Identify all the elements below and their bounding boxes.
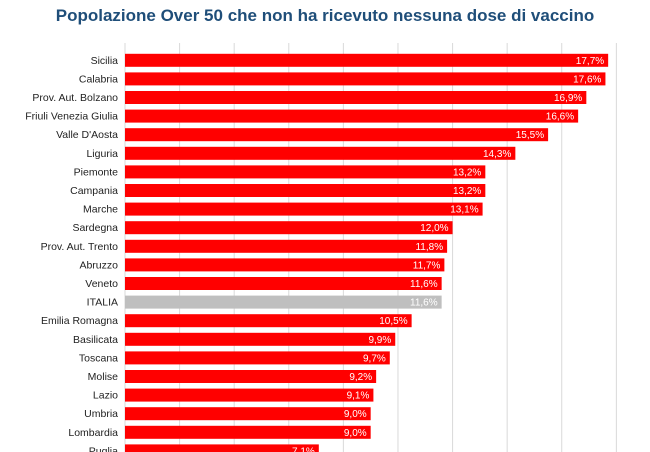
category-label: Lombardia	[68, 427, 118, 439]
category-label: Toscana	[79, 352, 118, 364]
value-label: 11,6%	[410, 279, 438, 290]
category-label: Marche	[83, 204, 118, 216]
value-label: 9,7%	[363, 353, 386, 364]
category-label: Abruzzo	[79, 259, 118, 271]
value-label: 9,0%	[344, 428, 367, 439]
value-label: 17,6%	[573, 74, 601, 85]
category-label: Veneto	[85, 278, 118, 290]
value-label: 12,0%	[420, 223, 448, 234]
value-label: 16,9%	[554, 93, 582, 104]
category-label: Basilicata	[73, 334, 118, 346]
category-label: Valle D'Aosta	[56, 129, 118, 141]
value-label: 9,1%	[347, 391, 370, 402]
bar-toscana	[125, 351, 390, 365]
category-label: Piemonte	[74, 166, 119, 178]
chart-title: Popolazione Over 50 che non ha ricevuto …	[55, 6, 595, 25]
value-label: 9,2%	[349, 372, 372, 383]
bar-sicilia	[125, 53, 609, 67]
category-label: Molise	[88, 371, 119, 383]
bar-marche	[125, 202, 483, 216]
bar-valle-d-aosta	[125, 128, 549, 142]
category-label: Puglia	[89, 445, 118, 452]
value-label: 10,5%	[379, 316, 407, 327]
bar-lombardia	[125, 425, 371, 439]
category-label: Prov. Aut. Trento	[41, 241, 119, 253]
bar-prov-aut-trento	[125, 239, 448, 253]
bar-basilicata	[125, 332, 396, 346]
bar-sardegna	[125, 221, 453, 235]
value-label: 11,8%	[415, 242, 443, 253]
value-label: 9,0%	[344, 409, 367, 420]
bar-emilia-romagna	[125, 314, 412, 328]
value-label: 11,7%	[413, 260, 441, 271]
category-label: Calabria	[79, 73, 118, 85]
bar-campania	[125, 184, 486, 197]
bar-liguria	[125, 146, 516, 160]
value-label: 9,9%	[368, 335, 391, 346]
category-label: Umbria	[84, 408, 118, 420]
bar-friuli-venezia-giulia	[125, 109, 579, 123]
bar-puglia	[125, 444, 319, 452]
category-label: ITALIA	[87, 297, 118, 309]
value-label: 13,1%	[450, 205, 478, 216]
category-label: Sicilia	[91, 55, 119, 67]
bar-abruzzo	[125, 258, 445, 272]
category-label: Emilia Romagna	[41, 315, 118, 327]
bar-italia	[125, 295, 442, 309]
category-label: Friuli Venezia Giulia	[25, 111, 118, 123]
value-label: 16,6%	[546, 112, 574, 123]
category-label: Campania	[70, 185, 118, 197]
value-label: 17,7%	[576, 56, 604, 67]
value-label: 13,2%	[453, 167, 481, 178]
bar-lazio	[125, 388, 374, 402]
category-label: Liguria	[86, 148, 118, 160]
value-label: 7,1%	[292, 446, 315, 452]
value-label: 15,5%	[516, 130, 544, 141]
bar-piemonte	[125, 165, 486, 179]
bar-umbria	[125, 407, 371, 421]
value-label: 14,3%	[483, 149, 511, 160]
category-label: Prov. Aut. Bolzano	[32, 92, 118, 104]
bar-prov-aut-bolzano	[125, 91, 587, 104]
value-label: 11,6%	[410, 298, 438, 309]
category-label: Lazio	[93, 390, 118, 402]
bar-calabria	[125, 72, 606, 86]
category-label: Sardegna	[72, 222, 118, 234]
bar-veneto	[125, 277, 442, 290]
bar-molise	[125, 370, 377, 383]
value-label: 13,2%	[453, 186, 481, 197]
